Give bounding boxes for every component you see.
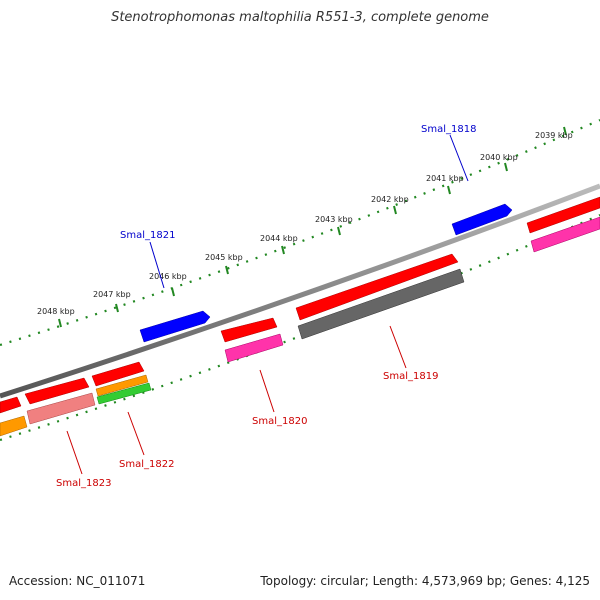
gene-left-edge [0, 396, 22, 414]
tick-label: 2048 kbp [37, 307, 75, 316]
gene-label-smal-1819: Smal_1819 [383, 371, 438, 382]
tick-label: 2039 kbp [535, 131, 573, 140]
upper-scale-ring [0, 118, 600, 347]
map-title: Stenotrophomonas maltophilia R551-3, com… [111, 10, 489, 25]
gene-label-smal-1822: Smal_1822 [119, 459, 174, 470]
leader-lines [66, 134, 469, 475]
gene-label-smal-1821: Smal_1821 [120, 230, 175, 241]
genome-summary-text: Topology: circular; Length: 4,573,969 bp… [260, 574, 590, 588]
tick-label: 2045 kbp [205, 253, 243, 262]
accession-text: Accession: NC_011071 [9, 574, 146, 588]
gene-smal-1819-arrow [295, 253, 459, 321]
feature-track [0, 216, 600, 437]
gene-smal-1820-arrow [220, 317, 278, 343]
rna-smal-1820 [224, 333, 284, 363]
tick-label: 2047 kbp [93, 290, 131, 299]
orange-smal-1822 [95, 374, 149, 397]
forward-strand-genes [139, 203, 513, 343]
tick-label: 2044 kbp [260, 234, 298, 243]
tick-label: 2041 kbp [426, 174, 464, 183]
gene-smal-1823-arrow [24, 377, 90, 405]
tick-label: 2043 kbp [315, 215, 353, 224]
gene-smal-1818-arrow [451, 203, 513, 236]
tick-label: 2046 kbp [149, 272, 187, 281]
orange-left-edge [0, 415, 28, 437]
salmon-smal-1823 [26, 392, 96, 425]
pseudo-smal-1819 [297, 268, 465, 340]
gene-smal-1822-arrow [91, 361, 145, 387]
gene-label-smal-1823: Smal_1823 [56, 478, 111, 489]
gene-label-smal-1818: Smal_1818 [421, 124, 476, 135]
reverse-strand-genes [0, 196, 600, 414]
tick-label: 2042 kbp [371, 195, 409, 204]
genome-backbone [0, 183, 600, 399]
gene-right-edge [526, 196, 600, 234]
rna-right-edge [530, 216, 600, 253]
gene-smal-1821-arrow [139, 310, 211, 343]
tick-label: 2040 kbp [480, 153, 518, 162]
green-smal-1822 [96, 382, 152, 405]
gene-label-smal-1820: Smal_1820 [252, 416, 307, 427]
major-ticks [58, 126, 567, 328]
